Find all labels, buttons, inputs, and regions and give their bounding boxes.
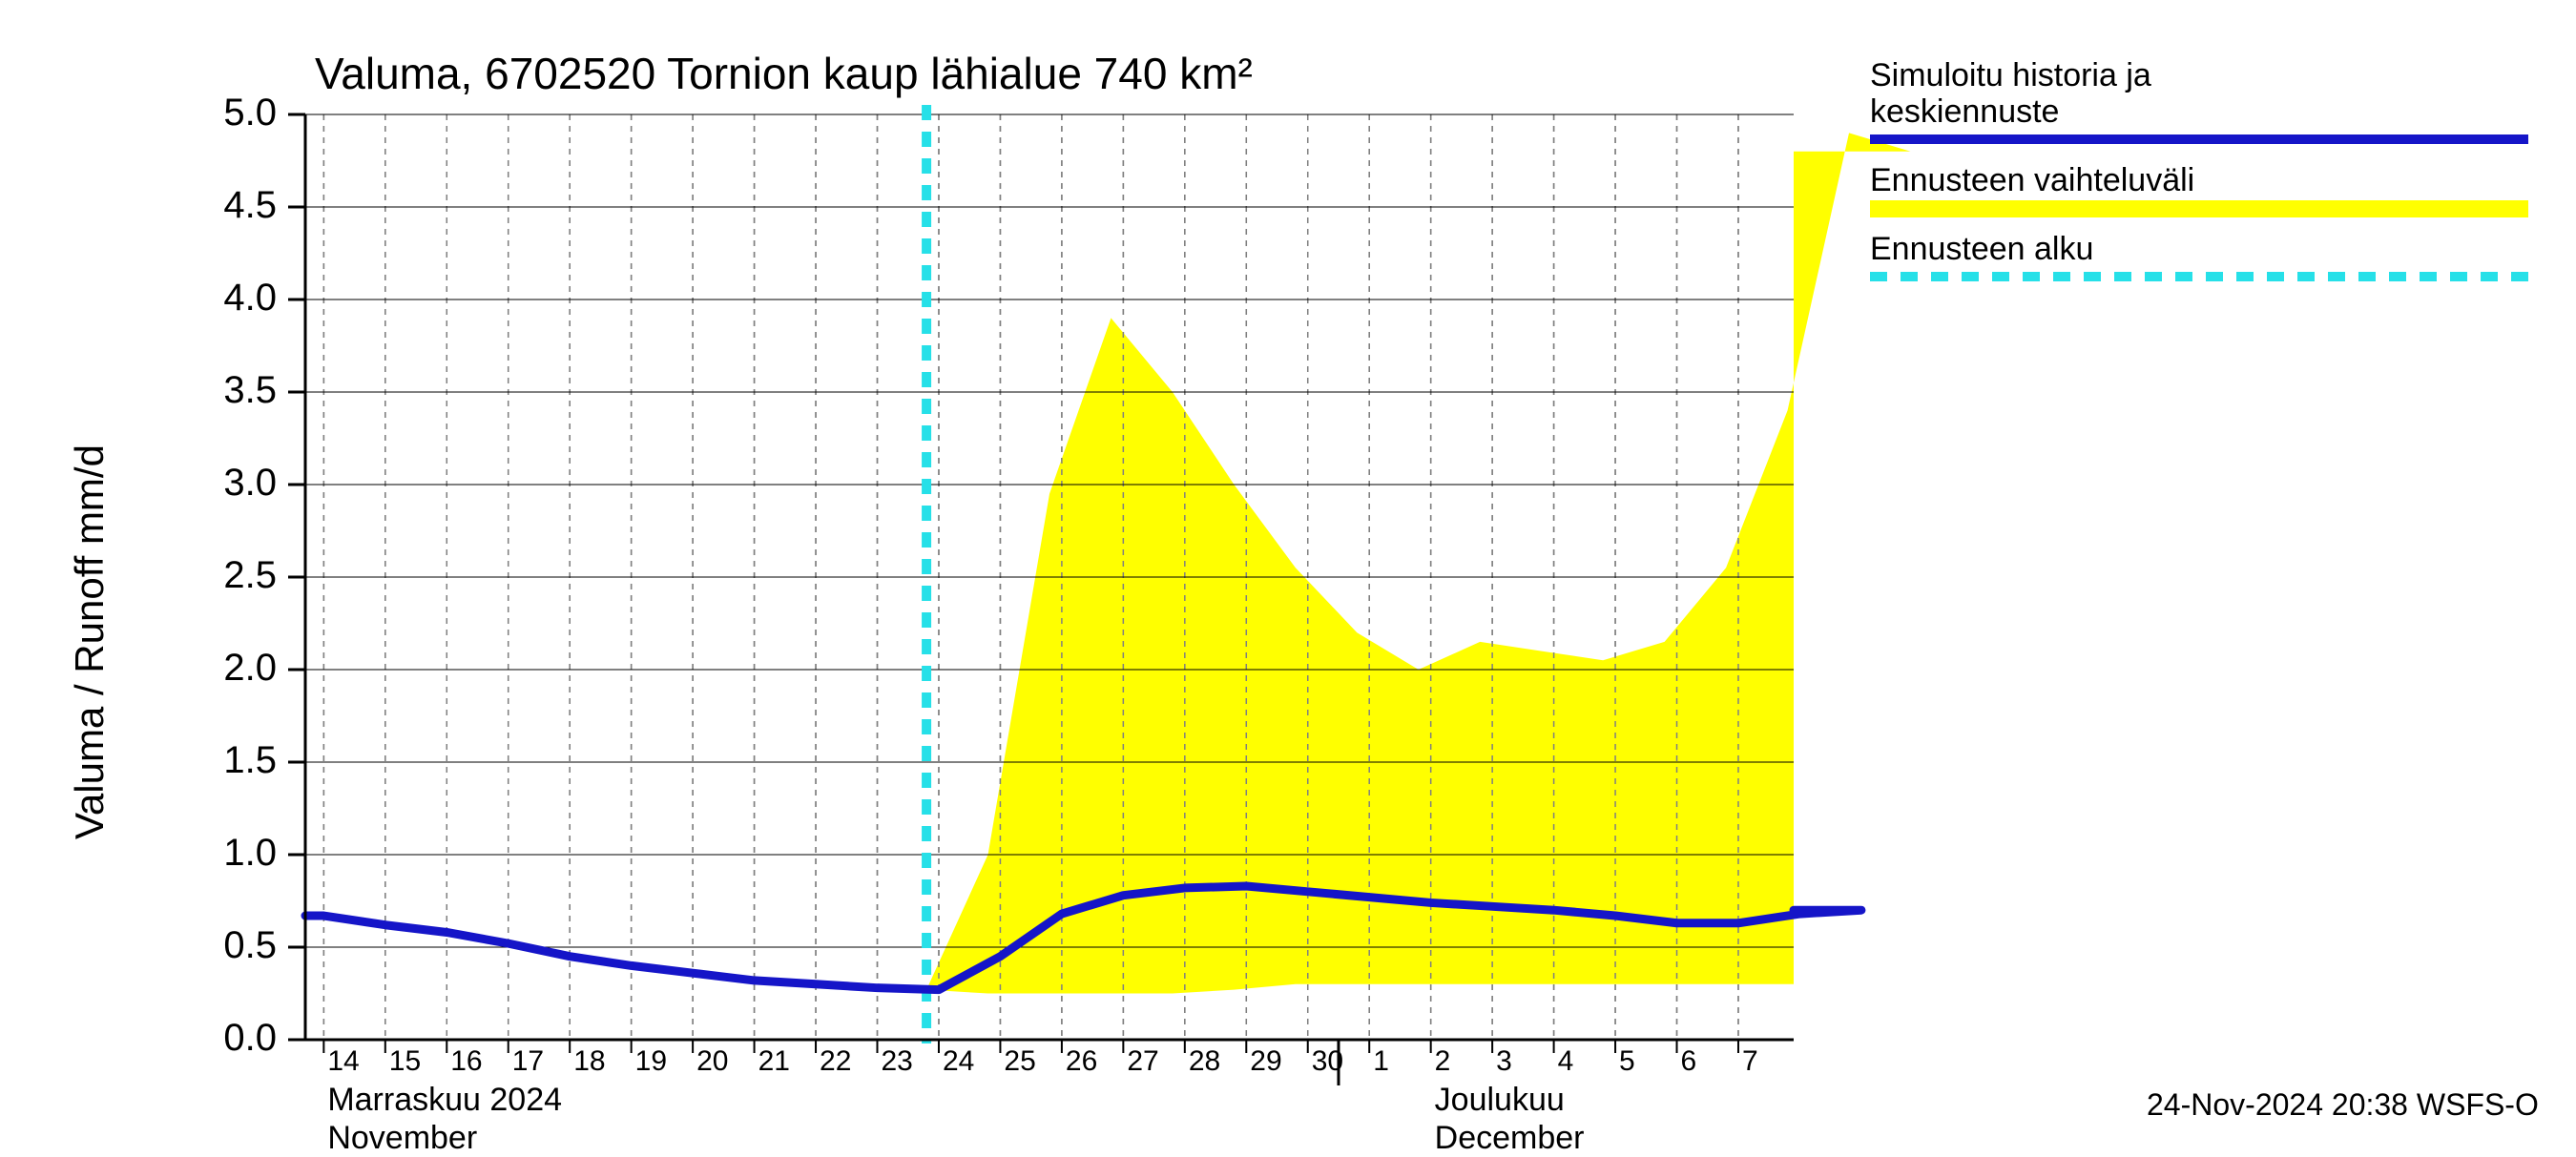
- y-tick-label: 4.5: [181, 184, 277, 227]
- legend-label: Ennusteen alku: [1870, 231, 2093, 268]
- x-tick-label: 7: [1742, 1045, 1758, 1078]
- month-label-top: Joulukuu: [1435, 1082, 1565, 1119]
- x-tick-label: 25: [1004, 1045, 1035, 1078]
- x-tick-label: 15: [389, 1045, 421, 1078]
- x-tick-label: 3: [1496, 1045, 1512, 1078]
- chart-root: Valuma, 6702520 Tornion kaup lähialue 74…: [0, 0, 2576, 1145]
- x-tick-label: 17: [512, 1045, 544, 1078]
- month-label-bottom: December: [1435, 1120, 1585, 1157]
- y-tick-label: 2.5: [181, 554, 277, 597]
- x-tick-label: 18: [573, 1045, 605, 1078]
- x-tick-label: 27: [1127, 1045, 1158, 1078]
- footer-timestamp: 24-Nov-2024 20:38 WSFS-O: [2147, 1087, 2539, 1123]
- x-tick-label: 16: [450, 1045, 482, 1078]
- x-tick-label: 14: [327, 1045, 359, 1078]
- y-tick-label: 1.0: [181, 832, 277, 875]
- y-tick-label: 4.0: [181, 277, 277, 320]
- legend-label: Ennusteen vaihteluväli: [1870, 162, 2194, 199]
- y-tick-label: 2.0: [181, 647, 277, 690]
- x-tick-label: 22: [820, 1045, 851, 1078]
- x-tick-label: 26: [1066, 1045, 1097, 1078]
- y-tick-label: 3.0: [181, 462, 277, 505]
- month-label-top: Marraskuu 2024: [327, 1082, 562, 1119]
- x-tick-label: 29: [1250, 1045, 1281, 1078]
- month-label-bottom: November: [327, 1120, 477, 1157]
- x-tick-label: 1: [1373, 1045, 1389, 1078]
- y-tick-label: 0.5: [181, 924, 277, 967]
- x-tick-label: 19: [635, 1045, 667, 1078]
- x-tick-label: 30: [1312, 1045, 1343, 1078]
- x-tick-label: 2: [1435, 1045, 1451, 1078]
- x-tick-label: 23: [882, 1045, 913, 1078]
- x-tick-label: 6: [1681, 1045, 1697, 1078]
- legend-label: keskiennuste: [1870, 93, 2059, 131]
- x-tick-label: 24: [943, 1045, 974, 1078]
- x-tick-label: 21: [758, 1045, 790, 1078]
- x-tick-label: 28: [1189, 1045, 1220, 1078]
- y-tick-label: 0.0: [181, 1017, 277, 1060]
- y-tick-label: 5.0: [181, 92, 277, 134]
- legend-label: Simuloitu historia ja: [1870, 57, 2151, 94]
- x-tick-label: 5: [1619, 1045, 1635, 1078]
- x-tick-label: 4: [1558, 1045, 1574, 1078]
- y-tick-label: 1.5: [181, 739, 277, 782]
- y-tick-label: 3.5: [181, 369, 277, 412]
- x-tick-label: 20: [696, 1045, 728, 1078]
